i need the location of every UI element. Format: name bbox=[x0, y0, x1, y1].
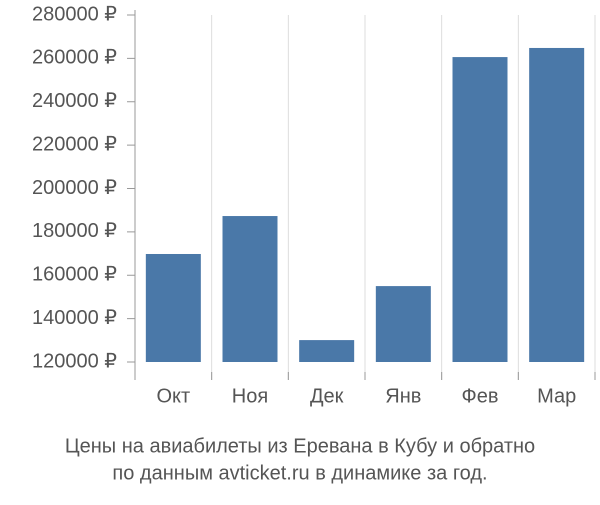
bar bbox=[222, 216, 278, 362]
x-tick-label: Дек bbox=[310, 385, 344, 407]
bar bbox=[375, 286, 431, 362]
bar bbox=[299, 340, 355, 362]
chart-title: Цены на авиабилеты из Еревана в Кубу и о… bbox=[65, 435, 535, 457]
x-tick-label: Окт bbox=[156, 385, 190, 407]
bar bbox=[452, 57, 508, 362]
y-tick-label: 120000 ₽ bbox=[32, 350, 117, 372]
bar bbox=[529, 47, 585, 363]
y-tick-label: 140000 ₽ bbox=[32, 307, 117, 329]
bar bbox=[145, 253, 201, 362]
x-tick-label: Янв bbox=[385, 385, 421, 407]
y-tick-label: 280000 ₽ bbox=[32, 3, 117, 25]
y-tick-label: 260000 ₽ bbox=[32, 47, 117, 69]
x-tick-label: Фев bbox=[462, 385, 499, 407]
y-tick-label: 180000 ₽ bbox=[32, 220, 117, 242]
y-tick-label: 220000 ₽ bbox=[32, 133, 117, 155]
chart-title: по данным avticket.ru в динамике за год. bbox=[112, 462, 487, 484]
y-tick-label: 240000 ₽ bbox=[32, 90, 117, 112]
x-tick-label: Ноя bbox=[232, 385, 268, 407]
y-tick-label: 160000 ₽ bbox=[32, 264, 117, 286]
x-tick-label: Мар bbox=[537, 385, 576, 407]
y-tick-label: 200000 ₽ bbox=[32, 177, 117, 199]
